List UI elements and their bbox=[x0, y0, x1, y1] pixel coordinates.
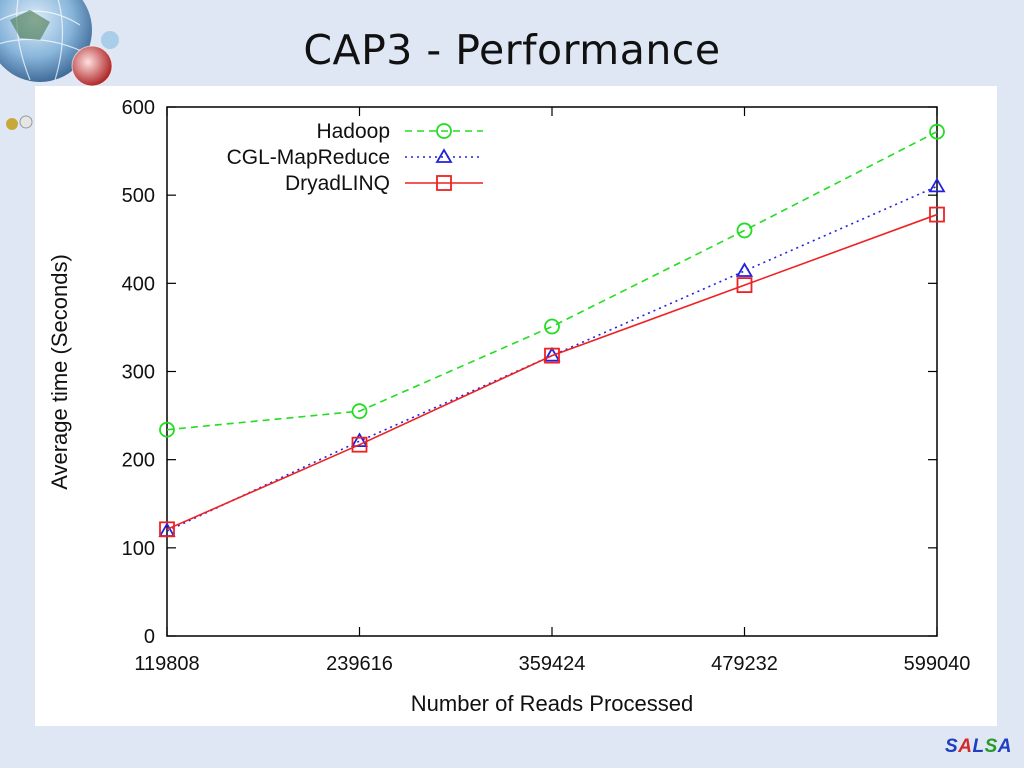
plot-frame bbox=[166, 106, 938, 637]
data-point bbox=[159, 421, 175, 438]
legend-marker bbox=[436, 123, 452, 139]
data-point bbox=[736, 277, 753, 293]
data-point bbox=[544, 347, 560, 364]
data-point bbox=[929, 123, 945, 140]
x-tick-label: 239616 bbox=[326, 653, 393, 675]
data-point bbox=[351, 403, 368, 420]
slide-title: CAP3 - Performance bbox=[303, 26, 721, 74]
globe-network-icon bbox=[0, 0, 119, 130]
series-line bbox=[166, 185, 938, 532]
x-tick-label: 359424 bbox=[519, 653, 586, 675]
salsa-logo-letter: A bbox=[997, 736, 1012, 757]
salsa-logo-letter: L bbox=[972, 736, 985, 757]
data-point bbox=[735, 262, 754, 277]
legend-label: DryadLINQ bbox=[285, 172, 390, 195]
x-tick-label: 119808 bbox=[134, 653, 199, 675]
y-tick-label: 100 bbox=[122, 538, 155, 560]
data-point bbox=[736, 222, 753, 239]
series-hadoop bbox=[159, 123, 945, 438]
data-point bbox=[351, 436, 368, 453]
x-tick-label: 479232 bbox=[711, 653, 778, 675]
data-point bbox=[928, 177, 946, 193]
salsa-logo-letter: S bbox=[984, 736, 998, 757]
legend-label: CGL-MapReduce bbox=[227, 146, 390, 169]
y-tick-label: 400 bbox=[122, 273, 155, 295]
series-line bbox=[166, 130, 938, 431]
salsa-logo: SALSA bbox=[945, 736, 1012, 758]
axes: 0 100 200 300 400 500 600 119808 239616 359424 479… bbox=[122, 97, 971, 675]
series-line bbox=[166, 213, 938, 531]
series-cgl-mapreduce bbox=[158, 177, 946, 537]
y-tick-label: 0 bbox=[144, 626, 155, 648]
data-point bbox=[544, 318, 560, 335]
legend-label: Hadoop bbox=[316, 120, 390, 143]
y-tick-label: 200 bbox=[122, 450, 155, 472]
data-point bbox=[929, 206, 945, 223]
salsa-logo-letter: A bbox=[958, 736, 973, 757]
salsa-logo-letter: S bbox=[945, 736, 959, 757]
x-tick-label: 599040 bbox=[904, 653, 971, 675]
data-point bbox=[350, 432, 369, 448]
series-dryadlinq bbox=[159, 206, 945, 538]
chart-panel: 0 100 200 300 400 500 600 119808 239616 359424 479… bbox=[35, 86, 997, 726]
legend: Hadoop CGL-MapReduce DryadLINQ bbox=[227, 120, 483, 195]
y-axis-label: Average time (Seconds) bbox=[47, 254, 72, 490]
y-tick-label: 600 bbox=[122, 97, 155, 119]
legend-marker bbox=[436, 175, 452, 191]
chart: 0 100 200 300 400 500 600 119808 239616 359424 479… bbox=[47, 97, 971, 716]
y-tick-label: 500 bbox=[122, 185, 155, 207]
y-tick-label: 300 bbox=[122, 362, 155, 384]
legend-marker bbox=[435, 148, 453, 163]
x-axis-label: Number of Reads Processed bbox=[411, 691, 693, 716]
series-layer bbox=[158, 123, 946, 538]
data-point bbox=[159, 521, 175, 538]
